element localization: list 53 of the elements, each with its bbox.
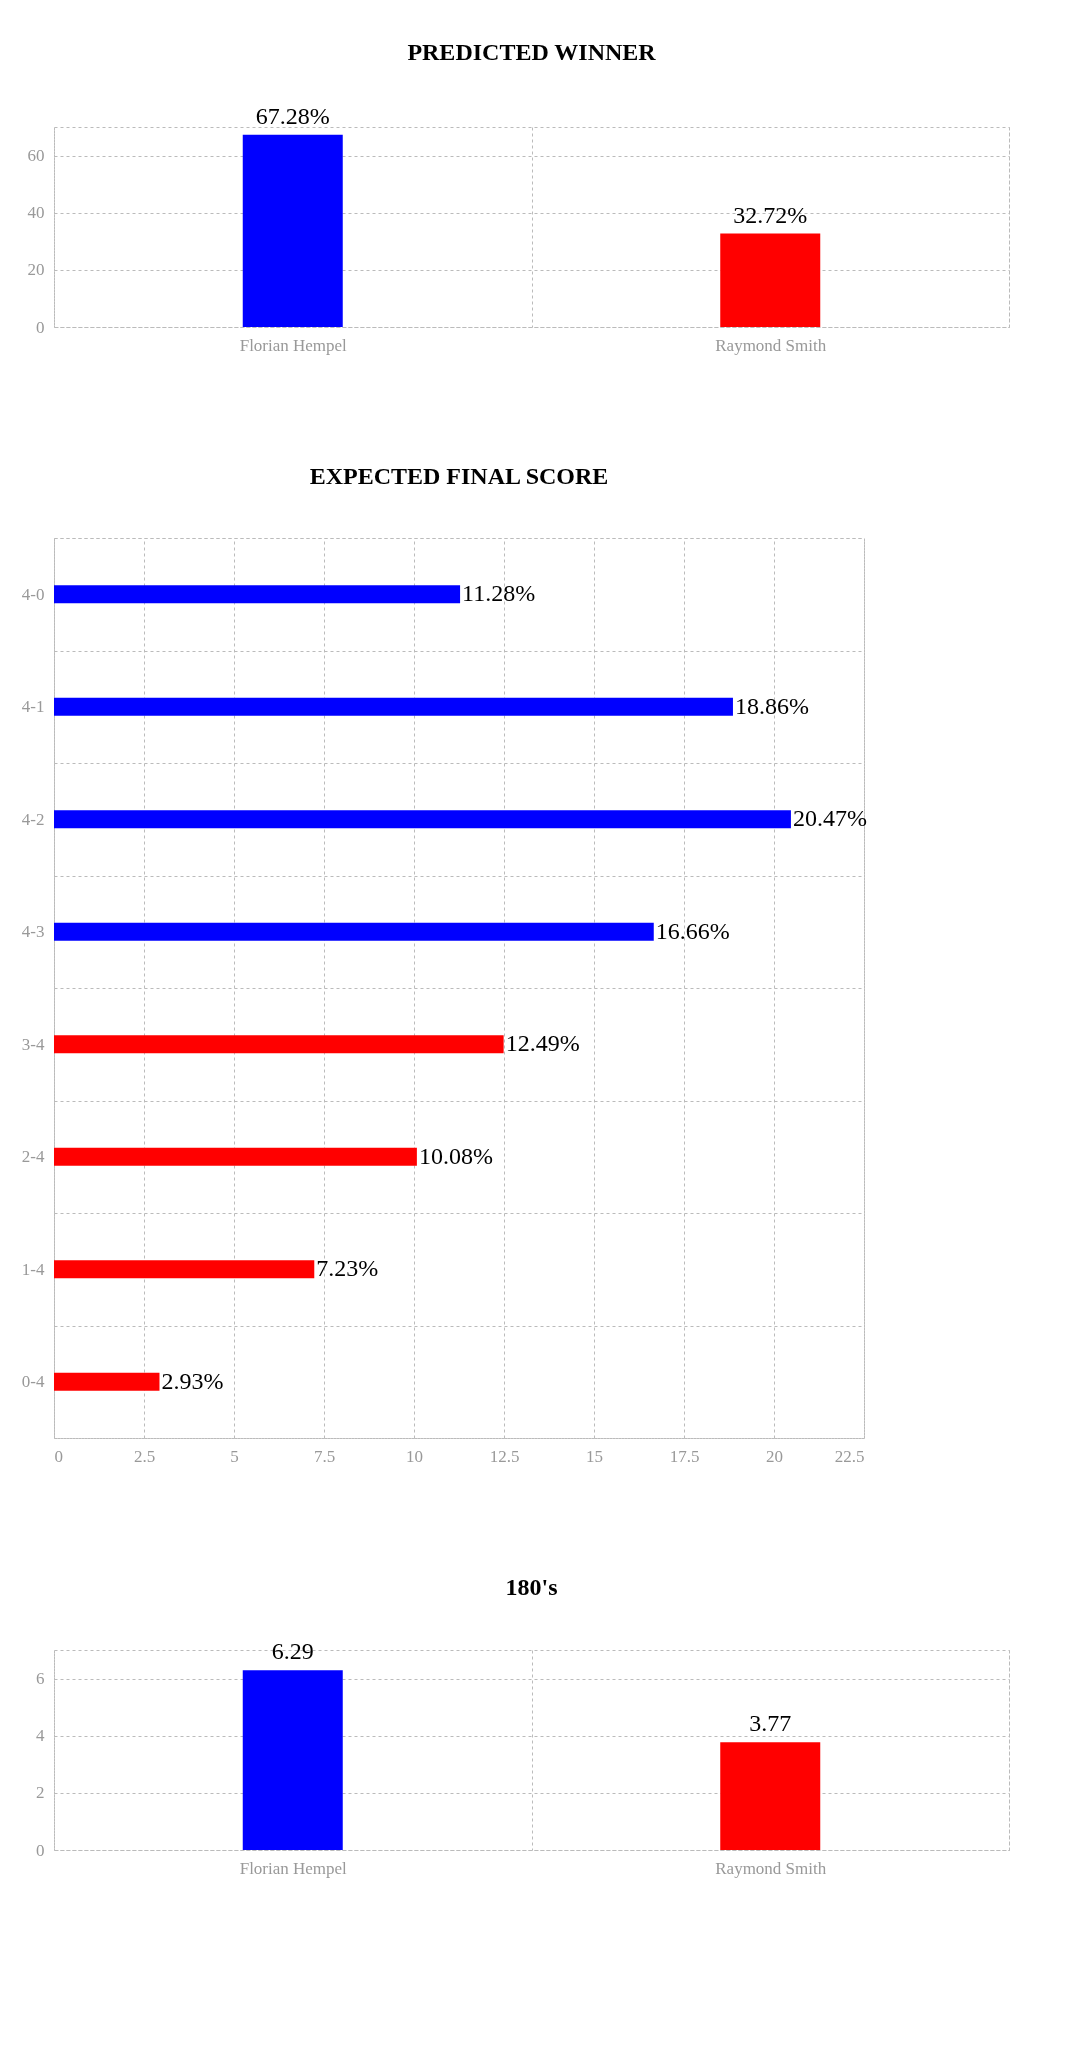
- bar: [54, 922, 654, 941]
- chart-title: 180's: [505, 1574, 558, 1601]
- x-tick-label: 20: [766, 1446, 783, 1466]
- data-label: 67.28%: [255, 102, 330, 129]
- y-tick-label: 4-3: [21, 922, 45, 942]
- data-label: 11.28%: [462, 580, 536, 607]
- x-tick-label: Raymond Smith: [715, 1858, 827, 1878]
- bar: [54, 1147, 417, 1166]
- x-tick-label: Raymond Smith: [715, 335, 827, 355]
- y-tick-label: 1-4: [21, 1259, 45, 1279]
- x-tick-label: 7.5: [313, 1446, 336, 1466]
- bar: [54, 1035, 504, 1054]
- y-tick-label: 60: [27, 146, 45, 166]
- x-tick-label: 15: [586, 1446, 603, 1466]
- x-tick-label: 10: [406, 1446, 423, 1466]
- y-tick-label: 0-4: [21, 1372, 45, 1392]
- y-tick-label: 2-4: [21, 1147, 45, 1167]
- y-tick-label: 40: [27, 203, 45, 223]
- y-tick-label: 0: [36, 317, 45, 337]
- data-label: 16.66%: [655, 917, 730, 944]
- x-tick-label: Florian Hempel: [239, 335, 348, 355]
- x-tick-label: 2.5: [133, 1446, 156, 1466]
- bar: [54, 1372, 160, 1391]
- data-label: 7.23%: [316, 1255, 379, 1282]
- y-tick-label: 4-0: [21, 584, 45, 604]
- x-tick-label: 22.5: [834, 1446, 865, 1466]
- data-label: 18.86%: [734, 692, 809, 719]
- data-label: 12.49%: [505, 1030, 580, 1057]
- data-label: 6.29: [271, 1638, 314, 1665]
- data-label: 20.47%: [792, 805, 867, 832]
- chart-title: EXPECTED FINAL SCORE: [309, 463, 609, 489]
- y-tick-label: 2: [36, 1783, 45, 1803]
- data-label: 10.08%: [418, 1142, 493, 1169]
- bar: [54, 810, 791, 829]
- data-label: 2.93%: [161, 1367, 224, 1394]
- bar: [54, 1260, 315, 1279]
- x-tick-label: Florian Hempel: [239, 1858, 348, 1878]
- x-tick-label: 0: [54, 1446, 63, 1466]
- y-tick-label: 3-4: [21, 1034, 45, 1054]
- y-tick-label: 4: [36, 1726, 45, 1746]
- data-label: 3.77: [749, 1710, 792, 1737]
- chart-title: PREDICTED WINNER: [407, 38, 657, 65]
- bar: [54, 585, 461, 604]
- data-label: 32.72%: [733, 201, 808, 228]
- y-tick-label: 0: [36, 1840, 45, 1860]
- bar: [54, 697, 733, 716]
- y-tick-label: 20: [27, 260, 45, 280]
- x-tick-label: 12.5: [489, 1446, 520, 1466]
- x-tick-label: 5: [230, 1446, 239, 1466]
- y-tick-label: 4-2: [21, 809, 45, 829]
- y-tick-label: 6: [36, 1669, 45, 1689]
- y-tick-label: 4-1: [21, 697, 45, 717]
- x-tick-label: 17.5: [669, 1446, 700, 1466]
